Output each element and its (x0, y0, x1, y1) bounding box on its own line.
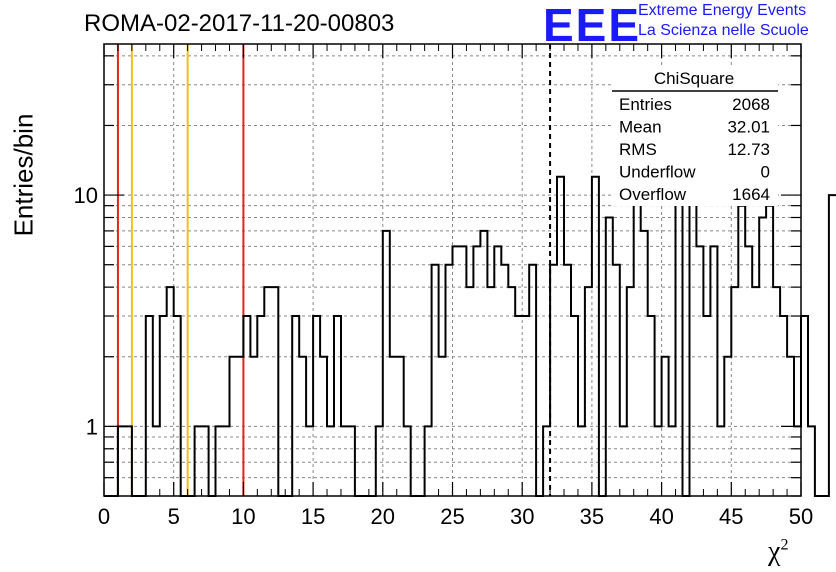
y-tick-label: 10 (74, 183, 98, 208)
x-tick-label: 20 (371, 504, 395, 529)
eee-logo: EEE (543, 0, 642, 51)
x-tick-label: 50 (789, 504, 813, 529)
tick-labels: 0 5 10 15 20 25 30 35 40 45 50 1 10 (74, 183, 814, 529)
x-axis-label-sup: 2 (780, 536, 789, 554)
grid (104, 44, 801, 497)
stats-row-label: Overflow (619, 185, 687, 204)
stats-row-value: 12.73 (727, 140, 770, 159)
stats-row-label: Mean (619, 118, 662, 137)
stats-row-value: 0 (761, 163, 770, 182)
stats-row-label: Underflow (619, 163, 696, 182)
stats-row-value: 2068 (732, 95, 770, 114)
x-tick-label: 10 (231, 504, 255, 529)
axis-ticks (103, 44, 802, 497)
x-tick-label: 5 (168, 504, 180, 529)
x-axis-label-base: χ (768, 536, 781, 567)
y-tick-label: 1 (86, 414, 98, 439)
histogram-series (104, 175, 836, 497)
stats-box-background (612, 66, 778, 206)
x-tick-label: 30 (510, 504, 534, 529)
x-tick-label: 40 (649, 504, 673, 529)
stats-box: ChiSquare Entries 2068 Mean 32.01 RMS 12.73 Un… (612, 66, 778, 206)
stats-row-label: RMS (619, 140, 657, 159)
reference-lines (116, 44, 552, 496)
x-tick-label: 35 (580, 504, 604, 529)
x-tick-label: 0 (98, 504, 110, 529)
stats-title: ChiSquare (654, 69, 734, 88)
stats-row-label: Entries (619, 95, 672, 114)
x-tick-label: 15 (301, 504, 325, 529)
stats-row-value: 1664 (732, 185, 770, 204)
x-tick-label: 25 (440, 504, 464, 529)
logo-subtitle-line2: La Scienza nelle Scuole (638, 22, 809, 39)
x-axis-label: χ2 (768, 536, 788, 568)
x-tick-label: 45 (719, 504, 743, 529)
logo-subtitle-line1: Extreme Energy Events (638, 2, 807, 19)
page-title: ROMA-02-2017-11-20-00803 (84, 10, 395, 37)
stats-row-value: 32.01 (727, 118, 770, 137)
